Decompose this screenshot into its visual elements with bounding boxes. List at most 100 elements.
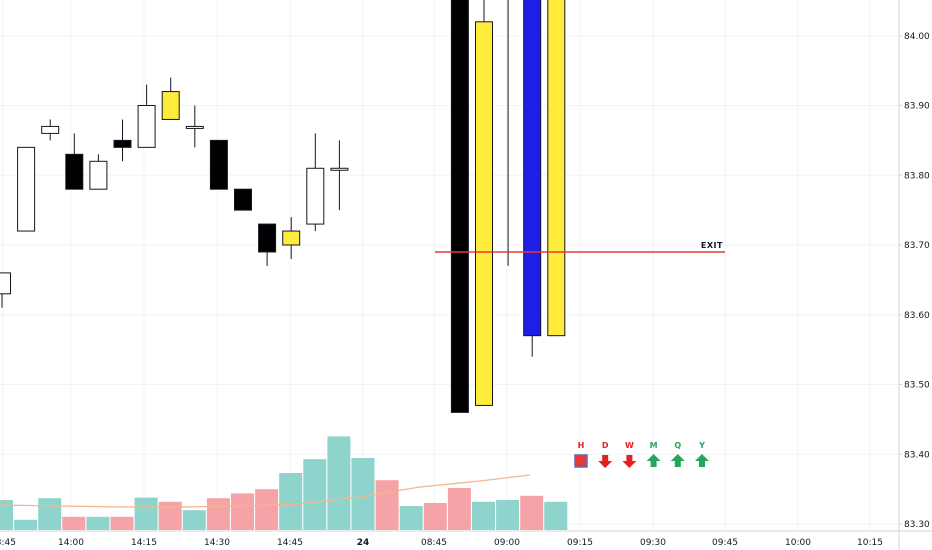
time-tick-label: 13:45 bbox=[0, 538, 16, 548]
arrow-up-icon bbox=[695, 454, 709, 467]
time-tick-label: 14:45 bbox=[277, 538, 303, 548]
trade-label-exit: EXIT bbox=[701, 241, 723, 250]
price-tick-label: 83.90 bbox=[904, 102, 930, 112]
candle-body bbox=[306, 167, 325, 225]
arrow-down-icon bbox=[622, 455, 637, 468]
candle-body bbox=[547, 0, 566, 337]
candle bbox=[137, 84, 156, 148]
indicator-label-d: D bbox=[602, 441, 609, 450]
candle bbox=[306, 133, 325, 232]
volume-moving-average bbox=[0, 474, 531, 508]
volume-bar bbox=[327, 436, 351, 530]
candle bbox=[523, 0, 542, 357]
indicator-label-h: H bbox=[578, 441, 585, 450]
candle-body bbox=[209, 139, 228, 190]
volume-bar bbox=[206, 498, 230, 530]
volume-bar bbox=[86, 516, 110, 530]
volume-bar bbox=[182, 510, 206, 530]
price-tick-label: 83.50 bbox=[904, 381, 930, 391]
volume-bar bbox=[158, 501, 182, 530]
volume-bar bbox=[351, 458, 375, 530]
arrow-up-icon bbox=[670, 454, 685, 467]
candle-body bbox=[0, 272, 11, 295]
candle bbox=[65, 133, 84, 190]
candle bbox=[475, 0, 493, 406]
indicator-label-q: Q bbox=[674, 441, 681, 450]
candle-body bbox=[282, 230, 301, 246]
time-tick-label: 14:30 bbox=[204, 538, 230, 548]
candle-body bbox=[258, 223, 277, 253]
price-tick-label: 83.40 bbox=[904, 450, 930, 460]
volume-bar bbox=[231, 493, 254, 530]
time-axis[interactable]: 13:45 14:00 14:15 14:30 14:45 24 08:45 09:00 09:… bbox=[0, 530, 932, 548]
volume-bar bbox=[544, 501, 568, 530]
candle-body bbox=[41, 125, 60, 134]
candle bbox=[161, 77, 180, 120]
arrow-up-icon bbox=[646, 454, 661, 467]
candle bbox=[258, 223, 277, 266]
volume-bar bbox=[0, 500, 13, 530]
candle bbox=[330, 140, 349, 211]
time-tick-label: 24 bbox=[357, 538, 370, 548]
volume-bar bbox=[520, 495, 544, 530]
volume-bar bbox=[423, 503, 447, 530]
candle bbox=[450, 0, 469, 413]
candle bbox=[0, 272, 11, 308]
candle-body bbox=[113, 139, 132, 148]
volume-bar bbox=[14, 519, 38, 530]
time-tick-label: 14:15 bbox=[131, 538, 157, 548]
volume-bar bbox=[134, 497, 158, 530]
candle bbox=[89, 154, 108, 190]
time-tick-label: 10:00 bbox=[785, 538, 811, 548]
candle bbox=[209, 139, 228, 190]
candle-body bbox=[89, 160, 108, 190]
price-tick-label: 83.70 bbox=[904, 241, 930, 251]
indicator-label-m: M bbox=[650, 441, 658, 450]
candle-body bbox=[17, 146, 36, 232]
candle-body bbox=[523, 0, 542, 337]
volume-bar bbox=[472, 501, 495, 530]
price-axis-background bbox=[899, 0, 932, 550]
volume-ma-line bbox=[0, 474, 531, 508]
price-tick-label: 83.60 bbox=[904, 311, 930, 321]
volume-bar bbox=[303, 459, 327, 530]
candle bbox=[507, 0, 509, 266]
price-tick-label: 83.80 bbox=[904, 171, 930, 181]
volume-bar bbox=[62, 516, 86, 530]
candlesticks bbox=[0, 0, 566, 413]
time-tick-label: 14:00 bbox=[58, 538, 84, 548]
candle bbox=[282, 217, 301, 259]
candle-body bbox=[185, 125, 204, 129]
volume-bar bbox=[38, 498, 62, 530]
trade-lines[interactable]: ENTRYEXIT bbox=[362, 0, 725, 253]
volume-bar bbox=[375, 480, 399, 530]
candle-body bbox=[475, 21, 493, 406]
volume-bar bbox=[279, 473, 303, 530]
volume-bar bbox=[110, 516, 134, 530]
candle-body bbox=[450, 0, 469, 413]
neutral-square-icon bbox=[574, 454, 588, 468]
time-tick-label: 09:45 bbox=[712, 538, 738, 548]
volume-bar bbox=[496, 500, 520, 530]
price-tick-label: 84.00 bbox=[904, 32, 930, 42]
volume-bar bbox=[399, 506, 423, 530]
indicator-label-w: W bbox=[625, 441, 634, 450]
candle-body bbox=[65, 153, 84, 190]
candle-body bbox=[330, 167, 349, 171]
volume-bars bbox=[0, 436, 568, 530]
candle-body bbox=[161, 91, 180, 120]
volume-bar bbox=[255, 489, 279, 530]
price-axis[interactable]: 83.30 83.40 83.50 83.60 83.70 83.80 83.90 84.00… bbox=[898, 0, 932, 550]
candle bbox=[17, 146, 36, 232]
candle bbox=[185, 105, 204, 148]
candle-body bbox=[234, 188, 252, 211]
candle-body bbox=[137, 105, 156, 148]
chart-grid bbox=[0, 0, 898, 530]
arrow-down-icon bbox=[598, 455, 613, 468]
time-tick-label: 09:30 bbox=[640, 538, 666, 548]
candle bbox=[547, 0, 566, 337]
indicator-label-y: Y bbox=[698, 441, 705, 450]
candle bbox=[113, 119, 132, 162]
